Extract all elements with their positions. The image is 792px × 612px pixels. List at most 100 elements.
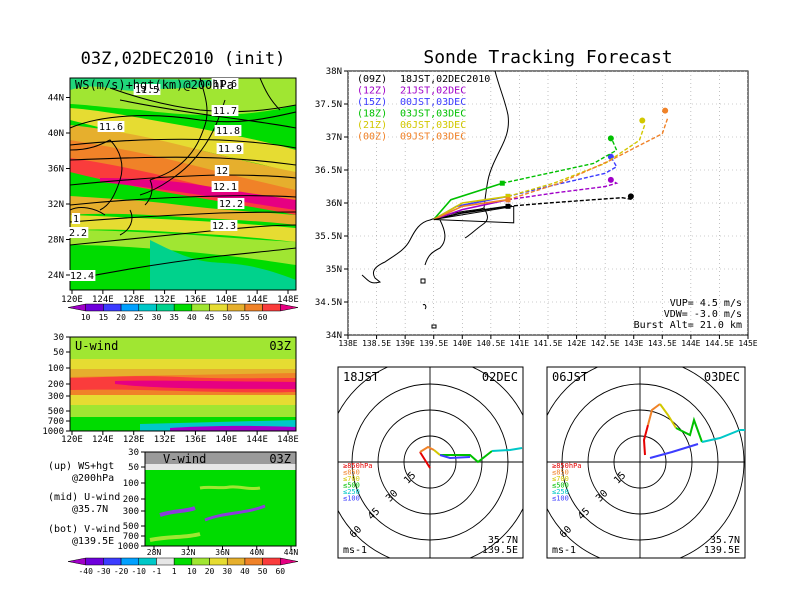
ws-hgt-label: WS(m/s)+hgt(km)@200hPa (75, 78, 234, 92)
y-tick-label: 1000 (117, 542, 139, 552)
coastlines (70, 78, 281, 236)
colorbar-swatch (209, 303, 228, 312)
x-tick-label: 148E (277, 295, 299, 305)
colorbar-swatch (173, 303, 193, 312)
contour-label: 11.9 (218, 144, 242, 155)
legend-utc: (09Z) (357, 74, 387, 85)
y-tick-label: 1000 (42, 427, 64, 437)
v-streak-2 (159, 506, 196, 517)
x-tick-label: 139.5E (419, 339, 448, 348)
x-tick-label: 124E (92, 295, 114, 305)
y-tick-label: 500 (123, 522, 139, 532)
hodo-right-frame (546, 366, 746, 559)
colorbar-label: 50 (258, 567, 268, 576)
x-tick-label: 144E (246, 435, 268, 445)
contour-label-box (68, 270, 96, 281)
colorbar-swatch (67, 557, 86, 566)
y-tick-label: 50 (128, 463, 139, 473)
hodo-right-lon: 139.5E (704, 545, 740, 556)
x-tick-label: 32N (181, 548, 196, 557)
track-descent (507, 156, 618, 198)
u-band-1 (70, 359, 296, 369)
legend-utc: (18Z) (357, 109, 387, 120)
ws-band-5 (70, 196, 296, 225)
colorbar-swatch (156, 303, 175, 312)
panel-notes: (up) WS+hgt@200hPa (mid) U-wind@35.7N (bot… (48, 461, 120, 547)
y-tick-label: 50 (53, 348, 64, 358)
x-tick-label: 124E (92, 435, 114, 445)
y-tick-label: 36N (326, 199, 342, 209)
info-line: VUP= 4.5 m/s (670, 298, 742, 309)
u-x-axis: 120E 124E 128E 132E 136E 140E 144E 148E (61, 431, 299, 445)
burst-marker (505, 203, 511, 209)
ws-hgt-y-axis: 24N 28N 32N 36N 40N 44N (48, 94, 70, 281)
y-tick-label: 36N (48, 165, 64, 175)
u-band-6 (70, 405, 296, 417)
x-tick-label: 120E (61, 295, 83, 305)
contour-label: 11.5 (135, 85, 159, 96)
y-tick-label: 24N (48, 271, 64, 281)
colorbar-label: 30 (152, 313, 162, 322)
contour-label-box (67, 227, 89, 238)
y-tick-label: 36.5N (315, 166, 342, 176)
y-tick-label: 34.5N (315, 298, 342, 308)
hodo-left-date: 02DEC (482, 370, 518, 384)
x-tick-label: 142E (567, 339, 586, 348)
colorbar-label: 20 (116, 313, 126, 322)
x-tick-label: 140.5E (476, 339, 505, 348)
contour-label: 2.2 (69, 228, 87, 239)
contour-label: 12.2 (219, 199, 243, 210)
landing-marker (639, 117, 646, 124)
x-tick-label: 145E (738, 339, 757, 348)
x-tick-label: 138E (338, 339, 357, 348)
note-line: (mid) U-wind (48, 492, 120, 503)
y-tick-label: 40N (48, 129, 64, 139)
contour-label-box (217, 198, 245, 209)
hodo-left-curve (419, 445, 523, 469)
info-line: Burst Alt= 21.0 km (634, 320, 742, 331)
u-label: U-wind (75, 339, 118, 353)
colorbar-label: -40 (78, 567, 93, 576)
colorbar-swatch (244, 303, 263, 312)
x-tick-label: 132E (154, 295, 176, 305)
burst-marker (505, 193, 511, 199)
contour-label-box (211, 105, 239, 116)
hodo-left-unit: ms-1 (343, 545, 367, 556)
legend-utc: (15Z) (357, 97, 387, 108)
u-band-2 (70, 369, 296, 377)
v-label: V-wind (163, 452, 206, 466)
y-tick-label: 30 (53, 333, 64, 343)
track-y-axis: 34N 34.5N 35N 35.5N 36N 36.5N 37N 37.5N 38N (315, 67, 348, 341)
colorbar-swatch (191, 303, 210, 312)
track-descent (507, 116, 669, 201)
legend-label: 18JST,02DEC2010 (400, 74, 490, 85)
hodo-left-time: 18JST (343, 370, 379, 384)
colorbar-swatch (209, 557, 228, 566)
right-title: Sonde Tracking Forecast (423, 47, 672, 68)
contour-label: 12.3 (212, 221, 236, 232)
contour-label: 12.1 (213, 182, 237, 193)
track-descent (507, 196, 634, 207)
y-tick-label: 500 (48, 407, 64, 417)
left-title: 03Z,02DEC2010 (init) (81, 49, 286, 69)
colorbar-label: 25 (134, 313, 144, 322)
track-descent (507, 179, 619, 201)
y-tick-label: 34N (326, 331, 342, 341)
hodo-left-lon: 139.5E (482, 545, 518, 556)
y-tick-label: 700 (48, 417, 64, 427)
y-tick-label: 200 (123, 495, 139, 505)
colorbar-swatch (226, 557, 246, 566)
v-band-1 (145, 464, 296, 470)
y-tick-label: 200 (48, 380, 64, 390)
note-sub: @35.7N (72, 504, 108, 515)
legend-utc: (00Z) (357, 132, 387, 143)
y-tick-label: 44N (48, 94, 64, 104)
y-tick-label: 30 (128, 448, 139, 458)
ws-hgt-x-axis: 120E 124E 128E 132E 136E 140E 144E 148E (61, 290, 299, 305)
x-tick-label: 141E (510, 339, 529, 348)
colorbar-swatch (262, 557, 281, 566)
y-tick-label: 100 (123, 479, 139, 489)
contour-label-box (211, 78, 239, 89)
